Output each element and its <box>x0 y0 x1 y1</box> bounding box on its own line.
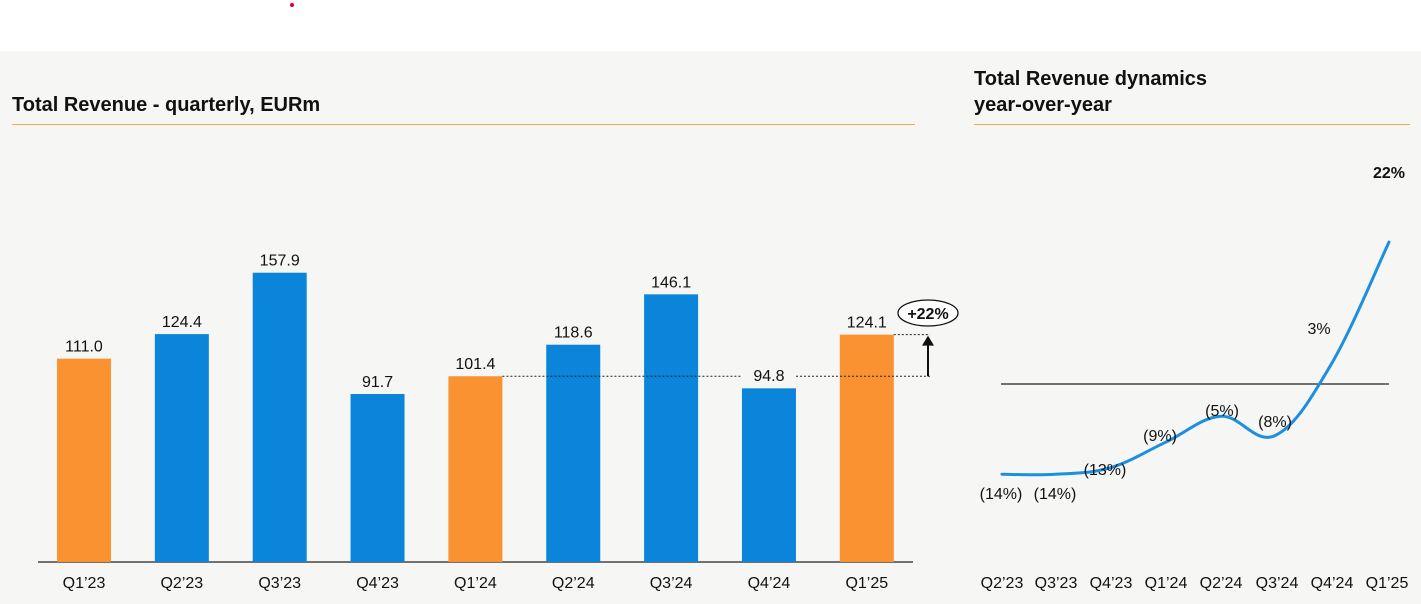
bar-value-label-1: 111.0 <box>65 339 103 356</box>
bar-value-label-6: 118.6 <box>554 325 593 342</box>
yoy-x-tick-3: Q4’23 <box>1090 575 1133 592</box>
growth-badge-label: +22% <box>907 306 948 323</box>
bar-5 <box>448 376 503 562</box>
bar-value-label-4: 91.7 <box>362 374 393 391</box>
yoy-value-label-3: (13%) <box>1084 462 1127 479</box>
bar-6 <box>546 344 601 562</box>
bar-chart-title: Total Revenue - quarterly, EURm <box>12 94 321 116</box>
bar-x-tick-8: Q4’24 <box>748 575 791 592</box>
yoy-x-tick-1: Q2’23 <box>981 575 1024 592</box>
yoy-x-tick-5: Q2’24 <box>1200 575 1243 592</box>
yoy-value-label-2: (14%) <box>1034 486 1077 503</box>
bar-2 <box>154 334 209 562</box>
bar-chart-title-rule <box>12 124 915 125</box>
yoy-x-tick-6: Q3’24 <box>1256 575 1299 592</box>
bar-7 <box>644 294 699 562</box>
bar-x-tick-2: Q2’23 <box>160 575 203 592</box>
yoy-value-label-5: (5%) <box>1205 403 1239 420</box>
yoy-series-line <box>1000 240 1391 477</box>
yoy-x-tick-8: Q1’25 <box>1366 575 1409 592</box>
bar-4 <box>350 394 405 562</box>
bar-9 <box>839 334 894 562</box>
bar-x-tick-1: Q1’23 <box>63 575 106 592</box>
bar-value-label-7: 146.1 <box>651 274 691 291</box>
growth-arrow-head <box>922 335 934 346</box>
yoy-x-tick-4: Q1’24 <box>1145 575 1188 592</box>
yoy-value-label-8: 22% <box>1373 165 1405 182</box>
bar-x-tick-9: Q1’25 <box>845 575 888 592</box>
bar-value-label-5: 101.4 <box>455 356 495 373</box>
yoy-value-label-1: (14%) <box>980 486 1023 503</box>
top-strip <box>0 0 1421 51</box>
bar-1 <box>57 358 111 562</box>
bar-value-label-9: 124.1 <box>847 315 887 332</box>
chart-panel <box>0 51 1421 604</box>
bar-x-tick-6: Q2’24 <box>552 575 595 592</box>
line-chart-title-line2: year-over-year <box>974 94 1112 116</box>
bar-x-tick-3: Q3’23 <box>258 575 301 592</box>
bar-value-label-8: 94.8 <box>753 368 784 385</box>
bar-x-tick-5: Q1’24 <box>454 575 497 592</box>
yoy-value-label-7: 3% <box>1307 321 1330 338</box>
bar-3 <box>252 272 307 562</box>
bar-value-label-3: 157.9 <box>260 253 300 270</box>
yoy-x-tick-2: Q3’23 <box>1035 575 1078 592</box>
line-chart-title-rule <box>974 124 1410 125</box>
line-chart-title: Total Revenue dynamics year-over-year <box>974 66 1304 118</box>
line-chart-title-line1: Total Revenue dynamics <box>974 68 1208 90</box>
bar-value-label-2: 124.4 <box>162 314 202 331</box>
bar-x-tick-4: Q4’23 <box>356 575 399 592</box>
red-dot <box>290 3 294 7</box>
bar-x-tick-7: Q3’24 <box>650 575 693 592</box>
yoy-value-label-6: (8%) <box>1258 414 1292 431</box>
yoy-x-tick-7: Q4’24 <box>1311 575 1354 592</box>
growth-badge-outline <box>897 299 959 327</box>
bar-8 <box>741 388 796 562</box>
yoy-value-label-4: (9%) <box>1143 428 1177 445</box>
